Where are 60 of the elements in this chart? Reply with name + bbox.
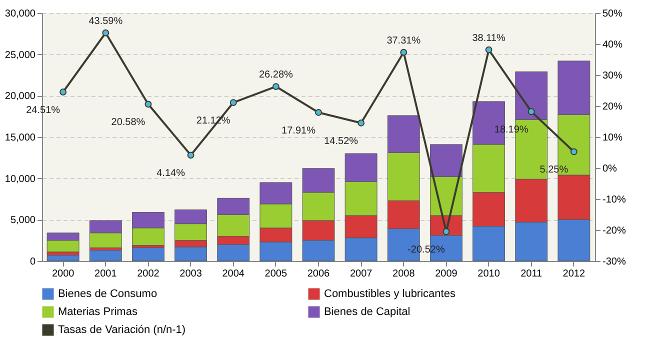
x-tick-label: 2005 [264, 268, 288, 280]
x-tick-label: 2009 [435, 268, 458, 280]
legend-label: Bienes de Consumo [58, 288, 158, 300]
data-label: 38.11% [472, 32, 506, 44]
y2-tick-label: 50% [602, 8, 623, 20]
point [400, 48, 408, 56]
data-label: 37.31% [386, 35, 421, 46]
x-tick-label: 2010 [478, 268, 500, 280]
legend-label: Tasas de Variación (n/n-1) [58, 324, 186, 336]
point [187, 152, 194, 159]
x-tick-label: 2011 [520, 268, 543, 280]
point [272, 83, 280, 90]
x-tick-label: 2006 [307, 268, 330, 280]
y2-tick-label: 40% [602, 40, 623, 50]
point [358, 120, 365, 126]
point [315, 109, 322, 116]
data-label: 24.51% [26, 105, 60, 116]
y-tick-label: 0 [30, 256, 36, 268]
y2-tick-label: -30% [602, 256, 626, 268]
data-label: 17.91% [282, 125, 316, 136]
bar [132, 248, 164, 262]
y2-tick-label: 10% [602, 132, 623, 144]
y2-tick-label: 20% [602, 102, 623, 112]
data-label: 18.19% [494, 124, 528, 136]
point [102, 29, 110, 36]
y2-tick-label: -10% [602, 194, 626, 206]
legend-label: Bienes de Capital [324, 306, 410, 318]
data-label: 43.59% [88, 16, 123, 27]
point [60, 88, 67, 96]
bar [89, 250, 122, 262]
point [442, 228, 450, 236]
y-tick-label: 10,000 [4, 174, 36, 185]
legend-label: Materias Primas [58, 306, 138, 318]
x-tick-label: 2002 [137, 268, 160, 280]
x-tick-label: 2012 [562, 268, 586, 280]
y-tick-label: 5,000 [10, 215, 36, 226]
y-tick-label: 15,000 [4, 132, 36, 144]
data-label: 14.52% [324, 136, 358, 147]
legend-label: Combustibles y lubricantes [324, 288, 456, 300]
x-tick-label: 2004 [222, 268, 245, 280]
y-tick-label: 20,000 [4, 91, 36, 102]
x-tick-label: 2001 [94, 268, 118, 280]
y-tick-label: 25,000 [4, 50, 36, 61]
x-tick-label: 2007 [350, 268, 373, 280]
data-label: 26.28% [258, 70, 293, 81]
point [230, 99, 237, 106]
y-tick-label: 30,000 [4, 8, 36, 20]
point [570, 148, 578, 156]
point [528, 108, 535, 116]
point [485, 46, 492, 54]
point [144, 100, 152, 108]
x-tick-label: 2008 [392, 268, 416, 280]
data-label: 4.14% [156, 168, 186, 180]
y2-tick-label: 0% [602, 164, 618, 174]
y2-tick-label: 30% [602, 70, 623, 82]
data-label: 20.58% [111, 117, 146, 128]
y2-tick-label: -20% [602, 226, 626, 236]
bar [46, 254, 80, 262]
x-tick-label: 2003 [180, 268, 202, 280]
x-tick-label: 2000 [52, 268, 75, 280]
